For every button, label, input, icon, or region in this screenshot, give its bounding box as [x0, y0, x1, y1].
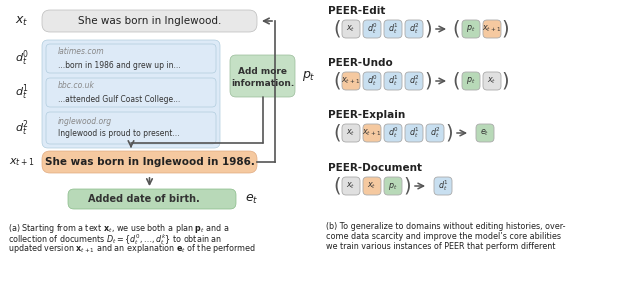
FancyBboxPatch shape: [363, 124, 381, 142]
Text: $d_t^1$: $d_t^1$: [15, 82, 29, 102]
FancyBboxPatch shape: [46, 112, 216, 144]
Text: inglewood.org: inglewood.org: [58, 116, 112, 125]
Text: She was born in Inglewood in 1986.: She was born in Inglewood in 1986.: [45, 157, 255, 167]
Text: collection of documents $D_t = \{d_t^0,\ldots,d_t^k\}$ to obtain an: collection of documents $D_t = \{d_t^0,\…: [8, 232, 222, 247]
Text: $x_t$: $x_t$: [346, 24, 356, 34]
Text: $x_t$: $x_t$: [367, 181, 377, 191]
Text: $p_t$: $p_t$: [467, 24, 476, 35]
Text: (: (: [452, 72, 460, 91]
Text: $x_t$: $x_t$: [346, 128, 356, 138]
Text: $p_t$: $p_t$: [388, 181, 397, 191]
FancyBboxPatch shape: [405, 20, 423, 38]
FancyBboxPatch shape: [405, 72, 423, 90]
FancyBboxPatch shape: [384, 72, 402, 90]
Text: ...born in 1986 and grew up in...: ...born in 1986 and grew up in...: [58, 61, 180, 69]
FancyBboxPatch shape: [42, 10, 257, 32]
FancyBboxPatch shape: [384, 20, 402, 38]
FancyBboxPatch shape: [46, 78, 216, 107]
Text: $d_t^2$: $d_t^2$: [408, 74, 419, 88]
Text: $d_t^1$: $d_t^1$: [408, 125, 419, 141]
Text: PEER-Explain: PEER-Explain: [328, 110, 405, 120]
Text: $x_{t+1}$: $x_{t+1}$: [342, 76, 360, 86]
FancyBboxPatch shape: [42, 40, 220, 148]
FancyBboxPatch shape: [405, 124, 423, 142]
Text: ): ): [501, 72, 509, 91]
Text: $d_t^0$: $d_t^0$: [367, 74, 378, 88]
FancyBboxPatch shape: [68, 189, 236, 209]
Text: ): ): [424, 19, 432, 38]
Text: $d_t^2$: $d_t^2$: [15, 118, 29, 138]
Text: She was born in Inglewood.: She was born in Inglewood.: [78, 16, 221, 26]
FancyBboxPatch shape: [462, 20, 480, 38]
Text: (b) To generalize to domains without editing histories, over-: (b) To generalize to domains without edi…: [326, 222, 566, 231]
FancyBboxPatch shape: [384, 177, 402, 195]
Text: $d_t^0$: $d_t^0$: [15, 48, 29, 68]
Text: $\mathit{e}_t$: $\mathit{e}_t$: [245, 192, 259, 205]
FancyBboxPatch shape: [476, 124, 494, 142]
Text: $d_t^1$: $d_t^1$: [388, 22, 399, 36]
FancyBboxPatch shape: [434, 177, 452, 195]
Text: (: (: [333, 19, 340, 38]
FancyBboxPatch shape: [42, 151, 257, 173]
Text: $d_t^0$: $d_t^0$: [367, 22, 378, 36]
Text: $e_t$: $e_t$: [481, 128, 490, 138]
Text: $d_t^0$: $d_t^0$: [388, 125, 399, 141]
FancyBboxPatch shape: [462, 72, 480, 90]
Text: Added date of birth.: Added date of birth.: [88, 194, 200, 204]
Text: (: (: [333, 177, 340, 195]
Text: PEER-Document: PEER-Document: [328, 163, 422, 173]
FancyBboxPatch shape: [384, 124, 402, 142]
Text: information.: information.: [231, 78, 294, 88]
Text: Inglewood is proud to present...: Inglewood is proud to present...: [58, 129, 179, 138]
Text: PEER-Edit: PEER-Edit: [328, 6, 385, 16]
Text: come data scarcity and improve the model’s core abilities: come data scarcity and improve the model…: [326, 232, 561, 241]
Text: ): ): [403, 177, 411, 195]
Text: ): ): [501, 19, 509, 38]
Text: $d_t^2$: $d_t^2$: [408, 22, 419, 36]
Text: $d_t^1$: $d_t^1$: [388, 74, 399, 88]
Text: $\mathit{p}_t$: $\mathit{p}_t$: [302, 69, 316, 83]
FancyBboxPatch shape: [426, 124, 444, 142]
Text: (: (: [452, 19, 460, 38]
Text: latimes.com: latimes.com: [58, 48, 104, 56]
Text: (: (: [333, 124, 340, 142]
FancyBboxPatch shape: [363, 177, 381, 195]
Text: (a) Starting from a text $\mathbf{x}_t$, we use both a plan $\mathbf{p}_t$ and a: (a) Starting from a text $\mathbf{x}_t$,…: [8, 222, 230, 235]
Text: bbc.co.uk: bbc.co.uk: [58, 82, 95, 91]
Text: $x_{t+1}$: $x_{t+1}$: [362, 128, 381, 138]
FancyBboxPatch shape: [363, 20, 381, 38]
Text: updated version $\mathbf{x}_{t+1}$ and an explanation $\mathbf{e}_t$ of the perf: updated version $\mathbf{x}_{t+1}$ and a…: [8, 242, 256, 255]
Text: $\mathit{x}_t$: $\mathit{x}_t$: [15, 15, 29, 28]
Text: ...attended Gulf Coast College...: ...attended Gulf Coast College...: [58, 95, 180, 104]
FancyBboxPatch shape: [342, 72, 360, 90]
FancyBboxPatch shape: [483, 72, 501, 90]
Text: $x_{t+1}$: $x_{t+1}$: [483, 24, 502, 34]
Text: $\mathit{x}_{t+1}$: $\mathit{x}_{t+1}$: [9, 156, 35, 168]
FancyBboxPatch shape: [342, 20, 360, 38]
Text: Add more: Add more: [238, 66, 287, 75]
Text: $d_t^2$: $d_t^2$: [429, 125, 440, 141]
Text: $d_t^1$: $d_t^1$: [438, 178, 449, 193]
FancyBboxPatch shape: [230, 55, 295, 97]
Text: ): ): [445, 124, 453, 142]
FancyBboxPatch shape: [342, 177, 360, 195]
Text: $p_t$: $p_t$: [467, 75, 476, 86]
FancyBboxPatch shape: [342, 124, 360, 142]
FancyBboxPatch shape: [46, 44, 216, 73]
FancyBboxPatch shape: [483, 20, 501, 38]
Text: ): ): [424, 72, 432, 91]
FancyBboxPatch shape: [363, 72, 381, 90]
Text: $x_t$: $x_t$: [487, 76, 497, 86]
Text: (: (: [333, 72, 340, 91]
Text: $x_t$: $x_t$: [346, 181, 356, 191]
Text: PEER-Undo: PEER-Undo: [328, 58, 393, 68]
Text: we train various instances of PEER that perform different: we train various instances of PEER that …: [326, 242, 556, 251]
